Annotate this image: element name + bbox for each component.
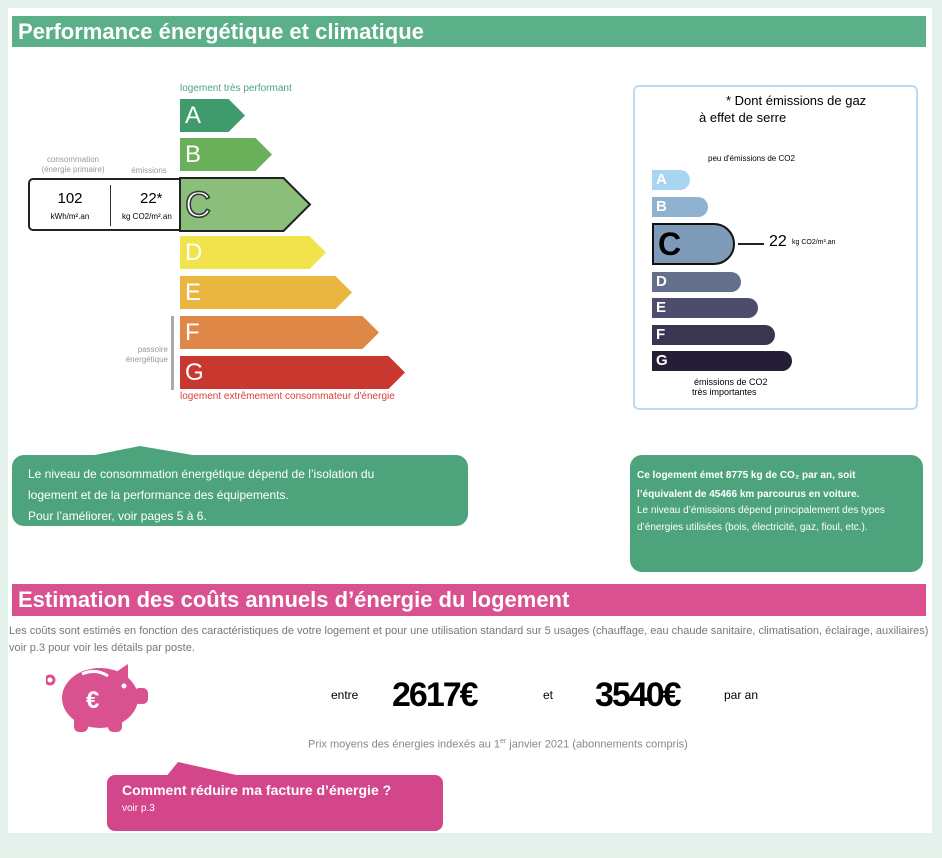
emissions-label: émissions <box>131 166 167 175</box>
ghg-class-letter: A <box>656 171 667 188</box>
cost-description: Les coûts sont estimés en fonction des c… <box>9 625 929 654</box>
energy-class-e-bar <box>180 276 352 309</box>
and-label: et <box>543 688 554 702</box>
energy-scale <box>179 99 405 389</box>
ghg-class-letter: G <box>656 352 668 369</box>
piggy-bank-icon: € <box>46 664 148 732</box>
cost-max: 3540€ <box>595 676 682 714</box>
passoire-bracket <box>171 316 174 390</box>
tip-box[interactable]: Comment réduire ma facture d’énergie ? v… <box>107 775 443 831</box>
tip-link[interactable]: voir p.3 <box>122 803 155 814</box>
ghg-class-a-bar: A <box>652 170 690 190</box>
tip-notch <box>165 762 250 778</box>
energy-class-letter: B <box>185 141 202 168</box>
ghg-class-g-bar: G <box>652 351 792 371</box>
ghg-box <box>633 85 918 410</box>
energy-class-g-bar <box>180 356 405 389</box>
ghg-class-d-bar: D <box>652 272 741 292</box>
energy-section-title: Performance énergétique et climatique <box>12 16 926 47</box>
ghg-class-b-bar: B <box>652 197 708 217</box>
consumption-label: consommation (énergie primaire) <box>41 155 105 174</box>
energy-class-letter: F <box>185 319 200 346</box>
ghg-top-label: peu d'émissions de CO2 <box>708 154 795 163</box>
bubble-left: Le niveau de consommation énergétique dé… <box>12 455 468 526</box>
consumption-unit: kWh/m².an <box>50 212 90 221</box>
emissions-value: 22* <box>140 190 163 207</box>
ghg-class-f-bar: F <box>652 325 775 345</box>
ghg-unit: kg CO2/m².an <box>792 239 836 246</box>
energy-class-c-bar <box>179 177 312 232</box>
energy-class-letter: A <box>185 102 202 129</box>
ghg-value: 22 <box>769 233 787 250</box>
bubble-left-line: Le niveau de consommation énergétique dé… <box>28 467 375 481</box>
cost-min: 2617€ <box>392 676 479 714</box>
per-year-label: par an <box>724 688 759 702</box>
bubble-left-line: logement et de la performance des équipe… <box>28 488 289 502</box>
ghg-bottom-label-2: très importantes <box>692 387 757 397</box>
bottom-label: logement extrêmement consommateur d'éner… <box>180 391 395 402</box>
bubble-left-line: Pour l’améliorer, voir pages 5 à 6. <box>28 509 207 523</box>
page <box>8 8 932 833</box>
energy-class-d-bar <box>180 236 326 269</box>
bubble-right: Ce logement émet 8775 kg de CO₂ par an, … <box>630 455 923 572</box>
ghg-class-letter: D <box>656 273 667 290</box>
bubble-right-bold: l’équivalent de 45466 km parcourus en vo… <box>637 489 860 500</box>
energy-class-letter: C <box>184 183 212 226</box>
energy-class-letter: G <box>185 359 204 386</box>
energy-class-letter: E <box>185 279 202 306</box>
ghg-class-letter: C <box>658 226 682 262</box>
svg-text:€: € <box>86 687 99 714</box>
ghg-pointer-line <box>738 243 764 245</box>
bubble-right-bold: Ce logement émet 8775 kg de CO₂ par an, … <box>637 470 856 481</box>
ghg-title-2: à effet de serre <box>699 110 787 125</box>
ghg-bottom-label: émissions de CO2 <box>694 377 768 387</box>
consumption-value: 102 <box>57 190 83 207</box>
ghg-class-c-bar: C <box>652 223 735 265</box>
energy-class-f-bar <box>180 316 379 349</box>
ghg-class-letter: E <box>656 299 667 316</box>
passoire-label: passoire énergétique <box>125 345 168 364</box>
tip-title: Comment réduire ma facture d’énergie ? <box>122 782 392 798</box>
top-label: logement très performant <box>180 83 292 94</box>
cost-section-title: Estimation des coûts annuels d’énergie d… <box>12 584 926 616</box>
energy-class-a-bar <box>180 99 245 132</box>
prices-note: Prix moyens des énergies indexés au 1er … <box>308 738 688 751</box>
energy-class-letter: D <box>185 239 203 266</box>
ghg-class-letter: B <box>656 198 667 215</box>
ghg-class-e-bar: E <box>652 298 758 318</box>
emissions-unit: kg CO2/m².an <box>122 212 172 221</box>
value-box: 102 kWh/m².an 22* kg CO2/m².an <box>28 178 184 231</box>
ghg-title: * Dont émissions de gaz <box>726 93 867 108</box>
ghg-class-letter: F <box>656 326 666 343</box>
between-label: entre <box>331 688 359 702</box>
bubble-right-text: Le niveau d’émissions dépend principalem… <box>637 505 885 533</box>
energy-class-b-bar <box>180 138 272 171</box>
